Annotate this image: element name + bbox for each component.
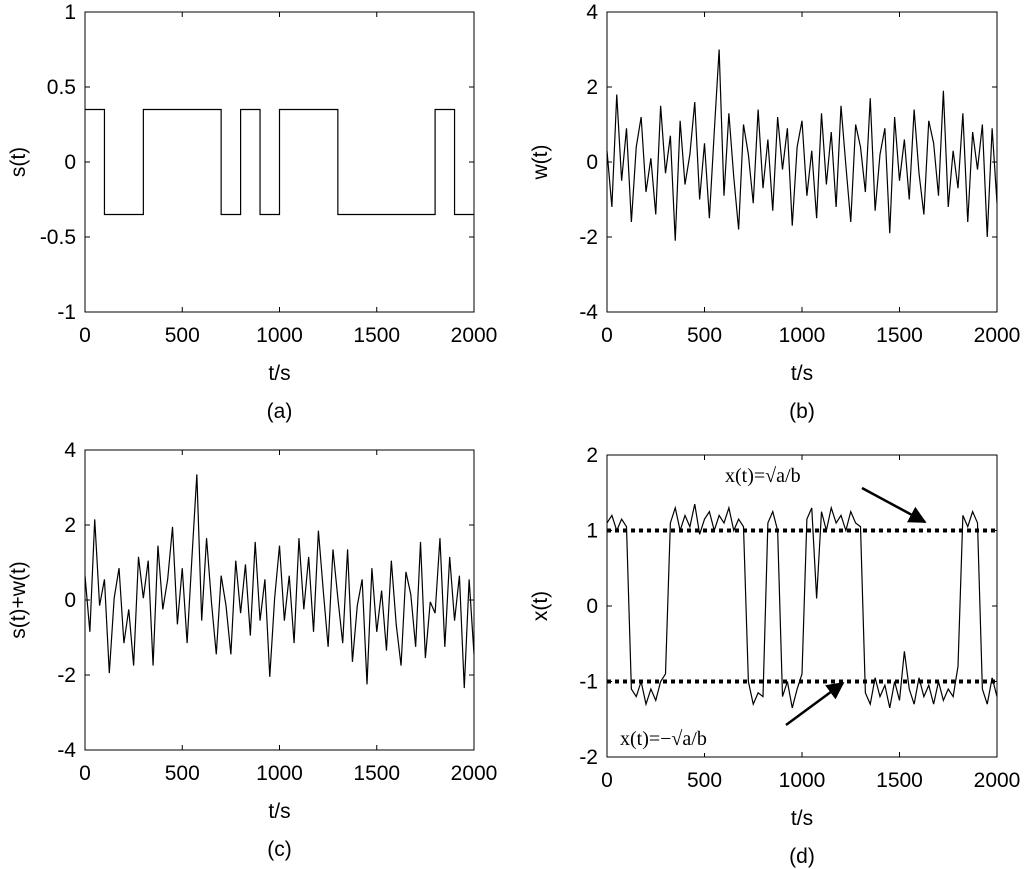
x-tick-label: 0 (79, 324, 91, 347)
y-tick-label: -2 (579, 746, 598, 769)
x-tick-label: 2000 (974, 324, 1021, 347)
x-tick-label: 0 (79, 762, 91, 785)
caption: (b) (789, 400, 815, 423)
x-axis-label: t/s (791, 362, 813, 385)
x-axis-label: t/s (268, 800, 290, 823)
annotation: x(t)=−√a/b (620, 728, 707, 750)
x-tick-label: 2000 (974, 769, 1021, 792)
x-tick-label: 1000 (256, 324, 303, 347)
x-tick-label: 500 (687, 769, 722, 792)
x-tick-label: 1000 (779, 769, 826, 792)
x-tick-label: 500 (165, 762, 200, 785)
y-tick-label: 2 (586, 76, 598, 99)
y-tick-label: -4 (579, 301, 598, 324)
annotation-bg (617, 723, 779, 753)
x-tick-label: 1500 (876, 324, 923, 347)
y-tick-label: 1 (586, 520, 598, 543)
annotation-arrow (861, 486, 927, 524)
y-tick-label: -1 (579, 671, 598, 694)
x-tick-label: 2000 (451, 762, 498, 785)
y-tick-label: -4 (57, 739, 76, 762)
x-tick-label: 1000 (779, 324, 826, 347)
caption: (a) (267, 400, 293, 423)
y-tick-label: -2 (57, 664, 76, 687)
x-axis-label: t/s (268, 362, 290, 385)
y-tick-label: 0.5 (47, 76, 76, 99)
y-axis-label: x(t) (529, 591, 552, 621)
x-axis-label: t/s (791, 807, 813, 830)
y-tick-label: -0.5 (40, 226, 76, 249)
annotation: x(t)=√a/b (725, 465, 801, 487)
annotation-arrow (785, 681, 845, 727)
plot-area (606, 454, 998, 758)
y-tick-label: 0 (586, 151, 598, 174)
y-tick-label: 0 (64, 589, 76, 612)
y-tick-label: 2 (586, 444, 598, 467)
y-tick-label: 2 (64, 514, 76, 537)
y-tick-label: 4 (64, 439, 76, 462)
x-tick-label: 1000 (256, 762, 303, 785)
x-tick-label: 500 (687, 324, 722, 347)
plot-area (606, 11, 998, 313)
y-tick-label: -1 (57, 301, 76, 324)
y-tick-label: 0 (64, 151, 76, 174)
caption: (d) (789, 845, 815, 868)
y-axis-label: s(t) (7, 147, 30, 177)
x-tick-label: 1500 (353, 324, 400, 347)
signal-line (606, 503, 998, 709)
y-tick-label: 4 (586, 1, 598, 24)
signal-line (84, 474, 475, 689)
x-tick-label: 1500 (876, 769, 923, 792)
annotation-bg (722, 460, 884, 490)
y-tick-label: -2 (579, 226, 598, 249)
signal-line (85, 108, 474, 216)
x-tick-label: 0 (601, 769, 613, 792)
y-axis-label: s(t)+w(t) (7, 561, 30, 639)
y-tick-label: 1 (64, 1, 76, 24)
x-tick-label: 0 (601, 324, 613, 347)
x-tick-label: 2000 (451, 324, 498, 347)
y-tick-label: 0 (586, 595, 598, 618)
x-tick-label: 1500 (353, 762, 400, 785)
caption: (c) (267, 838, 292, 861)
x-tick-label: 500 (165, 324, 200, 347)
y-axis-label: w(t) (529, 145, 552, 181)
signal-line (606, 49, 998, 241)
plot-area (84, 449, 475, 751)
